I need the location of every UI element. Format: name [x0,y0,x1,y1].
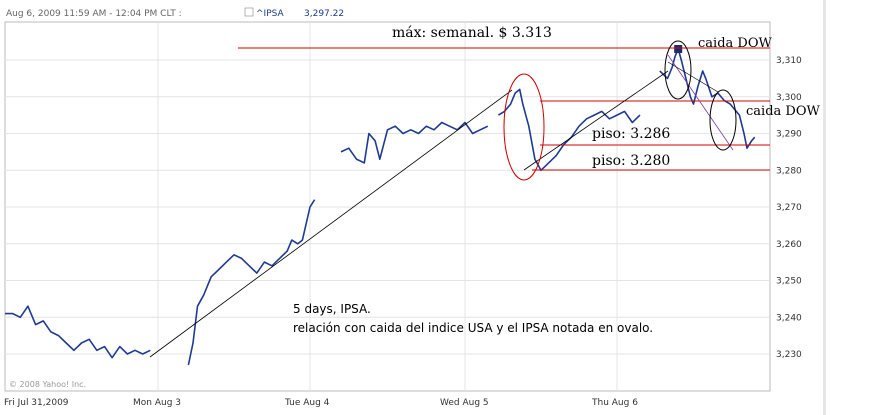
series-line-segment [5,305,151,359]
right-edge-divider [823,0,826,415]
x-tick-label: Thu Aug 6 [591,398,638,408]
x-tick-label: Fri Jul 31,2009 [4,398,69,408]
annotation-weekly-max: máx: semanal. $ 3.313 [392,25,552,41]
y-tick-label: 3,300 [776,93,802,103]
y-tick-label: 3,270 [776,203,802,213]
y-tick-label: 3,260 [776,240,802,250]
trendline-wed-thu [523,70,669,171]
annotation-note-2: relación con caida del indice USA y el I… [293,321,653,335]
symbol-value: 3,297.22 [304,9,344,19]
series-line-segment [497,88,641,172]
series-line-segment [187,199,316,366]
y-tick-label: 3,250 [776,277,802,287]
chart-range-label: Aug 6, 2009 11:59 AM - 12:04 PM CLT : [6,9,182,19]
y-axis: 3,230 3,240 3,250 3,260 3,270 3,280 3,290 3,300… [776,56,802,360]
weekly-max-marker [674,44,683,53]
annotation-dow-drop-2: caida DOW [746,104,820,119]
y-tick-label: 3,310 [776,56,802,66]
copyright-text: © 2008 Yahoo! Inc. [9,380,86,389]
annotation-floor-2: piso: 3.280 [592,153,670,169]
oval-red-wed [503,73,545,181]
series-ipsa [5,44,756,366]
series-toggle-icon[interactable] [244,7,254,17]
annotation-note-1: 5 days, IPSA. [293,302,371,316]
annotation-floor-1: piso: 3.286 [592,126,670,142]
symbol-label: ^IPSA [256,9,285,19]
x-tick-label: Wed Aug 5 [440,398,489,408]
annotation-dow-drop-1: caida DOW [698,36,772,51]
y-tick-label: 3,290 [776,130,802,140]
x-axis: Fri Jul 31,2009 Mon Aug 3 Tue Aug 4 Wed Aug… [4,398,638,408]
trendline-main [149,89,513,358]
trendline-purple [667,54,734,151]
x-tick-label: Tue Aug 4 [284,398,330,408]
y-tick-label: 3,240 [776,313,802,323]
trendline-short [667,61,719,93]
y-tick-label: 3,230 [776,350,802,360]
y-tick-label: 3,280 [776,166,802,176]
x-tick-label: Mon Aug 3 [133,398,181,408]
series-line-segment [340,121,489,164]
oval-black-thu-2 [709,89,737,151]
oval-black-thu-1 [664,40,692,100]
